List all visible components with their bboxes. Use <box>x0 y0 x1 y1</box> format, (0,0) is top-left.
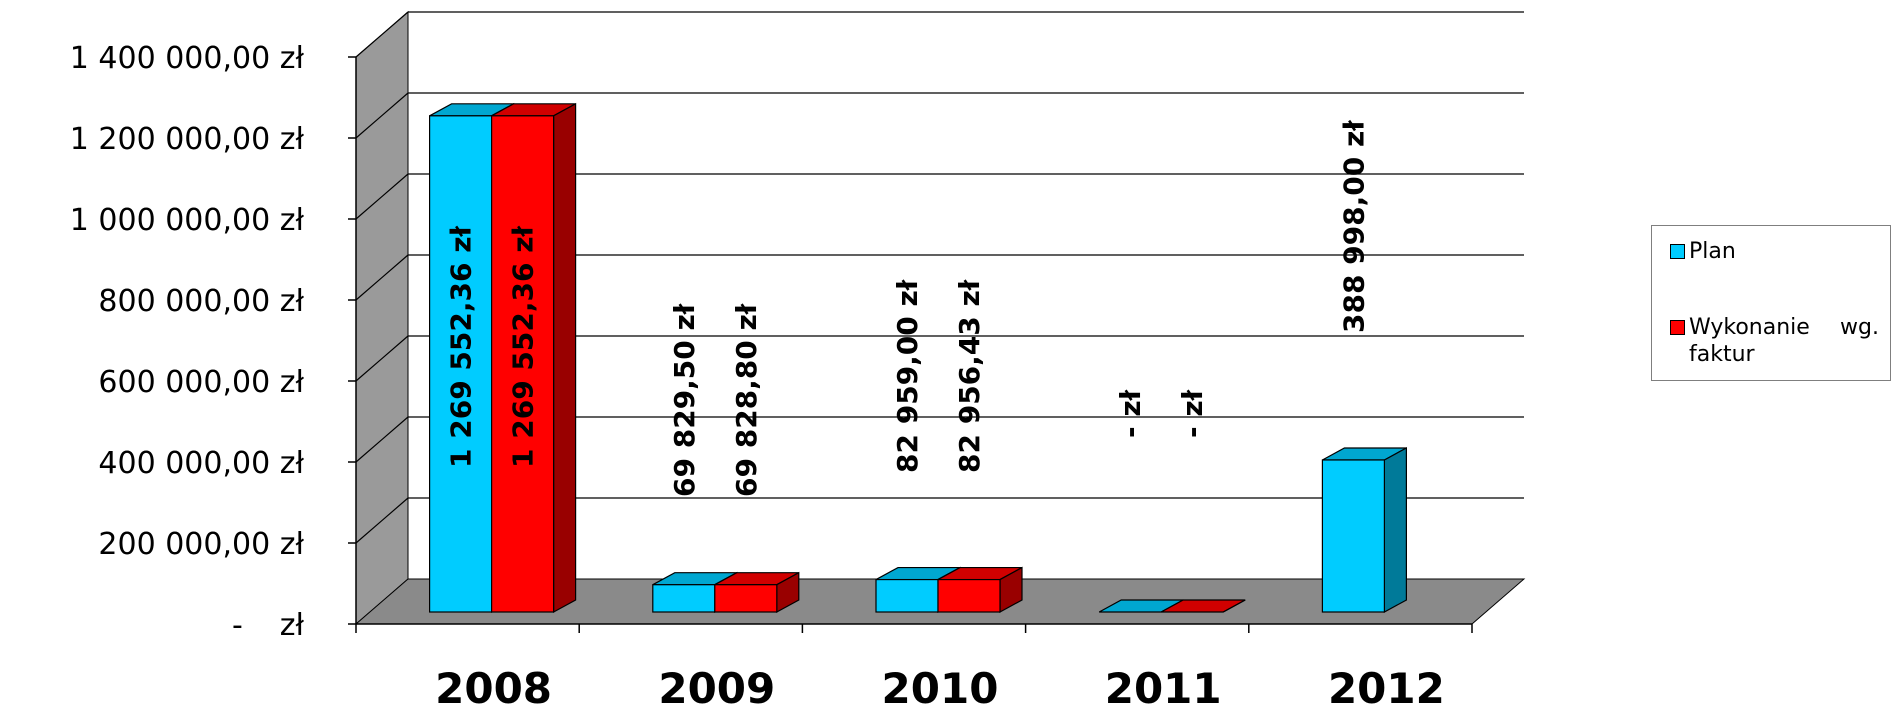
side-wall <box>355 10 409 626</box>
axes: - zł 200 000,00 zł 400 000,00 zł 600 000,00 … <box>70 41 1473 707</box>
gridline-side <box>355 416 409 463</box>
y-tick-label: 400 000,00 zł <box>98 446 304 481</box>
legend-item-plan: Plan <box>1670 238 1879 265</box>
gridlines <box>355 11 1524 544</box>
gridline-side <box>355 497 409 544</box>
data-label: - zł <box>1176 389 1209 438</box>
data-label: - zł <box>1114 389 1147 438</box>
gridline-side <box>355 92 409 139</box>
bar-front <box>875 578 939 613</box>
y-tick-label-unit: zł <box>280 608 305 643</box>
legend-label-plan: Plan <box>1689 239 1736 264</box>
data-labels: 1 269 552,36 zł 1 269 552,36 zł 69 829,50 … <box>445 120 1371 497</box>
y-tick-label: 1 000 000,00 zł <box>70 203 305 238</box>
legend: Plan Wykonanie wg. faktur <box>1651 225 1891 381</box>
y-tick-label: 800 000,00 zł <box>98 284 304 319</box>
x-tick-label: 2010 <box>882 664 999 707</box>
bar <box>1321 446 1408 614</box>
x-tick-label: 2009 <box>658 664 775 707</box>
bar-side <box>1383 446 1408 614</box>
legend-label-wykonanie: Wykonanie wg. faktur <box>1689 315 1879 367</box>
data-label: 82 956,43 zł <box>953 279 986 473</box>
data-label: 69 829,50 zł <box>668 303 701 497</box>
gridline-side <box>355 254 409 301</box>
x-tick-label: 2011 <box>1105 664 1222 707</box>
gridline-side <box>355 335 409 382</box>
bar-front <box>714 584 778 613</box>
gridline-side <box>355 11 409 58</box>
bar-front <box>652 584 716 613</box>
gridline-side <box>355 173 409 220</box>
legend-item-wykonanie: Wykonanie wg. faktur <box>1670 314 1879 368</box>
y-tick-label: 200 000,00 zł <box>98 527 304 562</box>
bar-front <box>937 578 1001 613</box>
bar-front <box>1321 459 1386 613</box>
data-label: 1 269 552,36 zł <box>445 225 478 468</box>
data-label: 82 959,00 zł <box>891 279 924 473</box>
legend-swatch-wykonanie <box>1670 320 1685 335</box>
data-label: 388 998,00 zł <box>1337 120 1370 333</box>
x-tick-label: 2008 <box>435 664 552 707</box>
bar <box>714 571 800 614</box>
bar-front <box>491 115 555 613</box>
bar-side <box>552 102 577 614</box>
bar <box>491 102 577 614</box>
chart-walls <box>354 10 1526 626</box>
y-tick-label: 600 000,00 zł <box>98 365 304 400</box>
y-tick-label: - <box>232 608 243 643</box>
data-label: 1 269 552,36 zł <box>507 225 540 468</box>
y-tick-label: 1 200 000,00 zł <box>70 122 305 157</box>
bars <box>429 102 1408 614</box>
bar-side <box>1222 599 1246 613</box>
bar <box>1160 599 1246 613</box>
bar <box>937 566 1023 614</box>
x-tick-label: 2012 <box>1328 664 1445 707</box>
data-label: 69 828,80 zł <box>730 303 763 497</box>
y-tick-label: 1 400 000,00 zł <box>70 41 305 76</box>
legend-swatch-plan <box>1670 244 1685 259</box>
